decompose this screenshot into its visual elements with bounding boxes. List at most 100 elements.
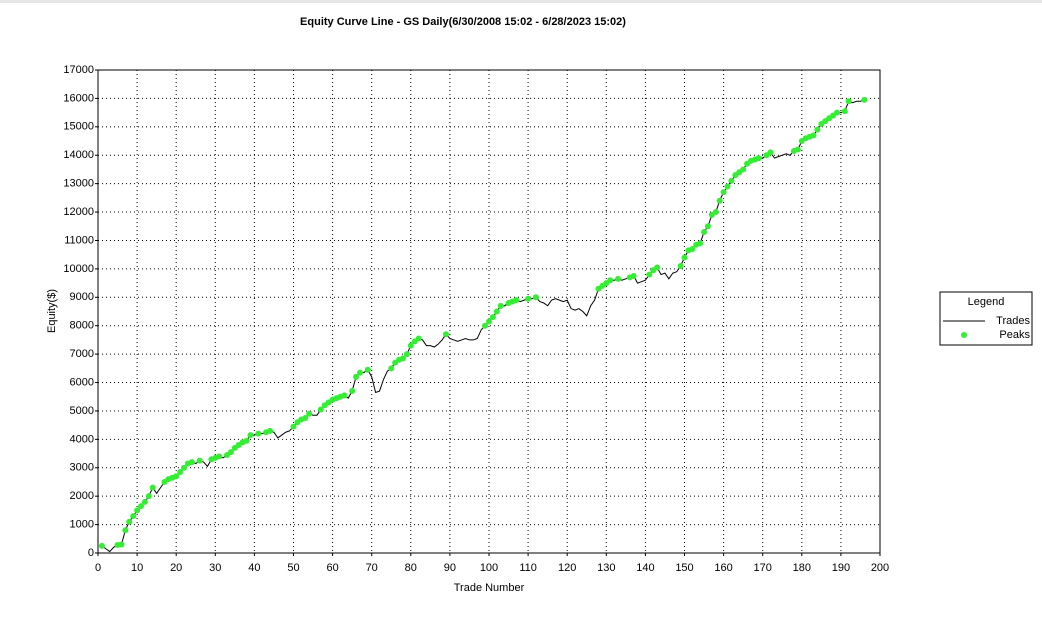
peak-point	[188, 459, 195, 466]
peak-point	[704, 223, 711, 230]
y-tick-label: 0	[88, 547, 94, 559]
peak-point	[349, 388, 356, 395]
peak-point	[216, 453, 223, 460]
peak-point	[415, 335, 422, 342]
peak-point	[716, 197, 723, 204]
y-tick-label: 10000	[63, 263, 94, 275]
x-tick-label: 130	[597, 562, 615, 574]
y-tick-label: 9000	[70, 291, 94, 303]
x-tick-label: 190	[832, 562, 850, 574]
peak-point	[814, 126, 821, 133]
peak-point	[767, 149, 774, 156]
peak-point	[513, 297, 520, 304]
peak-point	[243, 437, 250, 444]
peak-point	[525, 295, 532, 302]
y-axis-label: Equity($)	[46, 289, 58, 333]
y-tick-label: 17000	[63, 64, 94, 76]
legend-title: Legend	[968, 296, 1005, 308]
y-tick-label: 1000	[70, 518, 94, 530]
chart-title: Equity Curve Line - GS Daily(6/30/2008 1…	[300, 16, 626, 28]
x-tick-label: 50	[287, 562, 299, 574]
y-tick-label: 12000	[63, 206, 94, 218]
y-tick-label: 16000	[63, 92, 94, 104]
legend-swatch	[961, 332, 967, 338]
peak-point	[615, 275, 622, 282]
top-border	[0, 0, 1042, 3]
peak-point	[689, 245, 696, 252]
x-tick-label: 160	[714, 562, 732, 574]
peak-point	[126, 518, 133, 525]
peak-point	[181, 464, 188, 471]
peak-point	[720, 189, 727, 196]
peak-point	[341, 392, 348, 399]
peak-point	[493, 308, 500, 315]
peak-point	[810, 132, 817, 139]
x-tick-label: 70	[366, 562, 378, 574]
peak-point	[489, 314, 496, 321]
y-tick-label: 5000	[70, 405, 94, 417]
peak-point	[712, 209, 719, 216]
y-tick-label: 8000	[70, 320, 94, 332]
peak-point	[607, 277, 614, 284]
peak-point	[255, 430, 262, 437]
peak-point	[118, 541, 125, 548]
peak-point	[403, 351, 410, 358]
peak-point	[681, 254, 688, 261]
y-tick-label: 15000	[63, 121, 94, 133]
peak-point	[302, 415, 309, 422]
x-tick-label: 40	[248, 562, 260, 574]
x-tick-label: 90	[444, 562, 456, 574]
peak-point	[861, 96, 868, 103]
y-tick-label: 14000	[63, 149, 94, 161]
y-tick-label: 11000	[64, 234, 94, 246]
y-tick-label: 6000	[70, 376, 94, 388]
peak-point	[130, 513, 137, 520]
peak-point	[841, 108, 848, 115]
legend-label: Trades	[996, 315, 1030, 327]
peak-point	[794, 146, 801, 153]
y-tick-label: 7000	[70, 348, 94, 360]
peak-point	[724, 183, 731, 190]
x-tick-label: 170	[754, 562, 772, 574]
peak-point	[134, 507, 141, 514]
peak-point	[697, 240, 704, 247]
peak-point	[701, 228, 708, 235]
peak-point	[486, 318, 492, 325]
legend-box	[939, 291, 1033, 346]
legend-label: Peaks	[999, 329, 1030, 341]
peak-point	[482, 322, 489, 329]
peak-point	[677, 263, 684, 270]
peak-point	[646, 271, 653, 278]
peak-point	[306, 410, 313, 417]
peak-point	[122, 527, 129, 534]
peak-point	[364, 366, 371, 373]
peak-point	[145, 493, 152, 500]
x-tick-label: 200	[871, 562, 889, 574]
peak-point	[442, 331, 449, 338]
x-tick-label: 140	[636, 562, 654, 574]
x-tick-label: 10	[131, 562, 143, 574]
peak-point	[196, 457, 203, 464]
x-axis-label: Trade Number	[454, 582, 525, 594]
y-tick-label: 4000	[70, 433, 94, 445]
y-tick-label: 3000	[70, 462, 94, 474]
peak-point	[399, 355, 406, 362]
x-tick-label: 180	[793, 562, 811, 574]
peak-point	[227, 449, 234, 456]
x-tick-label: 60	[326, 562, 338, 574]
x-tick-label: 110	[519, 562, 537, 574]
peak-point	[356, 369, 363, 376]
peak-point	[173, 473, 180, 480]
peak-point	[267, 427, 274, 434]
peak-point	[755, 155, 762, 162]
y-tick-label: 2000	[70, 490, 94, 502]
peak-point	[654, 264, 661, 271]
peak-point	[630, 272, 637, 279]
peak-point	[247, 432, 254, 439]
x-tick-label: 150	[675, 562, 693, 574]
peak-point	[290, 423, 297, 430]
x-tick-label: 30	[209, 562, 221, 574]
peak-point	[532, 294, 539, 301]
peak-point	[177, 469, 184, 476]
